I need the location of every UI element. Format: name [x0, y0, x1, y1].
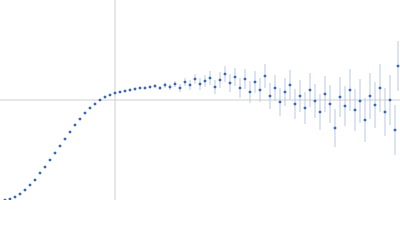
data-point — [183, 80, 187, 84]
data-point — [243, 77, 247, 81]
data-point — [123, 89, 127, 93]
data-point — [203, 79, 207, 83]
data-point — [223, 72, 227, 76]
data-point — [298, 94, 302, 98]
data-point — [393, 128, 397, 132]
data-point — [263, 74, 267, 78]
data-point — [278, 100, 282, 104]
data-point — [228, 81, 232, 85]
data-point — [33, 178, 37, 182]
data-point — [88, 106, 92, 110]
data-point — [233, 75, 237, 79]
data-point — [38, 171, 42, 175]
data-point — [363, 118, 367, 122]
data-point — [113, 91, 117, 95]
data-point — [273, 86, 277, 90]
data-point — [3, 198, 7, 200]
data-point — [118, 90, 122, 94]
data-point — [138, 86, 142, 90]
data-point — [238, 86, 242, 90]
data-point — [58, 144, 62, 148]
data-point — [103, 95, 107, 99]
data-point — [343, 104, 347, 108]
data-point — [293, 102, 297, 106]
data-point — [158, 86, 162, 90]
data-point — [373, 103, 377, 107]
data-point — [328, 102, 332, 106]
data-point — [83, 111, 87, 115]
data-point — [303, 106, 307, 110]
data-point — [178, 86, 182, 90]
data-point — [28, 183, 32, 187]
data-point — [268, 94, 272, 98]
data-point — [333, 126, 337, 130]
data-point — [48, 158, 52, 162]
data-point — [133, 87, 137, 91]
data-point — [168, 85, 172, 89]
data-point — [163, 83, 167, 87]
chart — [0, 0, 400, 200]
data-point — [153, 84, 157, 88]
data-point — [338, 95, 342, 99]
data-point — [348, 88, 352, 92]
data-point — [218, 78, 222, 82]
data-point — [143, 86, 147, 90]
data-point — [23, 188, 27, 192]
data-point — [8, 197, 12, 200]
data-point — [63, 137, 67, 141]
data-point — [383, 110, 387, 114]
data-point — [313, 99, 317, 103]
data-point — [283, 90, 287, 94]
data-point — [258, 88, 262, 92]
data-point — [98, 98, 102, 102]
data-point — [43, 165, 47, 169]
data-point — [213, 85, 217, 89]
data-point — [358, 99, 362, 103]
data-point — [78, 117, 82, 121]
data-point — [13, 195, 17, 199]
data-point — [188, 83, 192, 87]
data-point — [93, 102, 97, 106]
data-point — [148, 85, 152, 89]
data-point — [68, 130, 72, 134]
data-point — [388, 98, 392, 102]
data-point — [193, 77, 197, 81]
data-point — [18, 192, 22, 196]
data-point — [128, 88, 132, 92]
data-point — [378, 86, 382, 90]
data-point — [353, 108, 357, 112]
data-point — [248, 90, 252, 94]
data-point — [208, 76, 212, 80]
data-point — [368, 94, 372, 98]
data-point — [253, 80, 257, 84]
data-point — [173, 82, 177, 86]
data-point — [396, 64, 400, 68]
data-point — [308, 88, 312, 92]
data-point — [318, 110, 322, 114]
data-point — [53, 151, 57, 155]
data-point — [108, 93, 112, 97]
data-point — [198, 82, 202, 86]
data-point — [323, 92, 327, 96]
data-point — [288, 83, 292, 87]
data-point — [73, 123, 77, 127]
